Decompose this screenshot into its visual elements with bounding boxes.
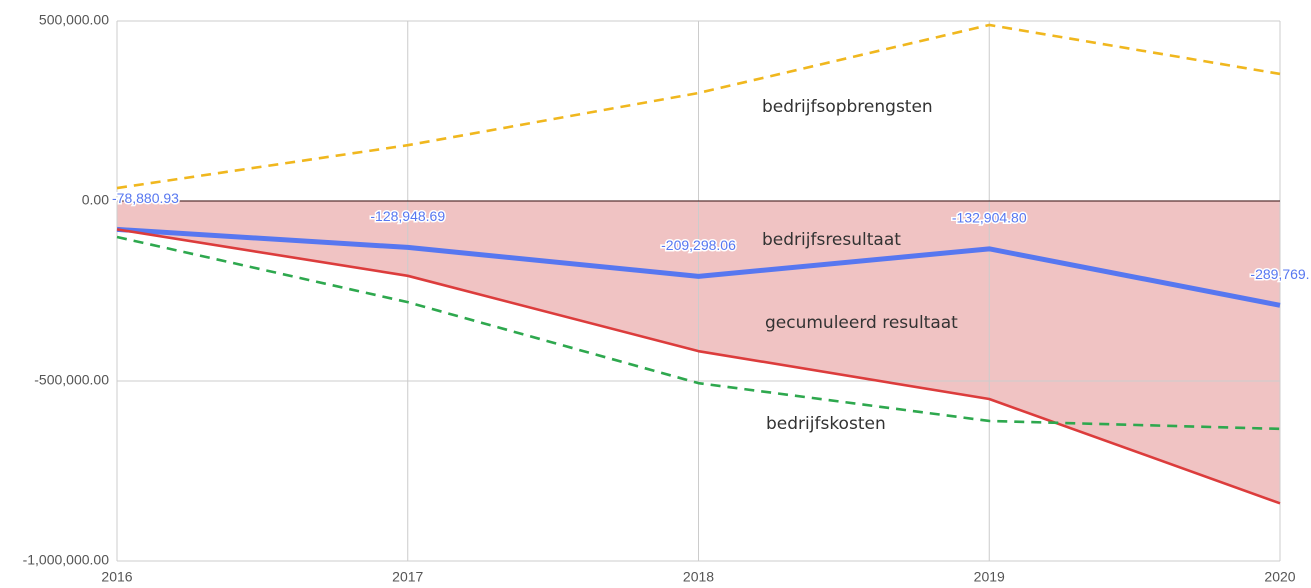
- y-tick-label: 500,000.00: [39, 12, 109, 28]
- x-tick-label: 2018: [683, 569, 714, 585]
- data-label: -132,904.80: [952, 210, 1027, 226]
- line: [116, 235, 1281, 431]
- series-label: bedrijfsopbrengsten: [762, 97, 933, 117]
- line: [116, 23, 1281, 190]
- x-tick-label: 2016: [101, 569, 132, 585]
- x-tick-label: 2017: [392, 569, 423, 585]
- y-tick-label: -1,000,000.00: [23, 552, 110, 568]
- data-label: -128,948.69: [370, 208, 445, 224]
- y-tick-label: -500,000.00: [34, 372, 109, 388]
- series-label: gecumuleerd resultaat: [765, 313, 958, 333]
- series-label: bedrijfsresultaat: [762, 230, 901, 250]
- data-label: -209,298.06: [661, 237, 736, 253]
- series-label: bedrijfskosten: [766, 414, 886, 434]
- data-label: -78,880.93: [112, 190, 179, 206]
- x-tick-label: 2019: [974, 569, 1005, 585]
- line: [116, 226, 1281, 308]
- line: [116, 228, 1281, 505]
- x-tick-label: 2020: [1264, 569, 1295, 585]
- y-tick-label: 0.00: [82, 192, 109, 208]
- data-label: -289,769.: [1250, 266, 1309, 282]
